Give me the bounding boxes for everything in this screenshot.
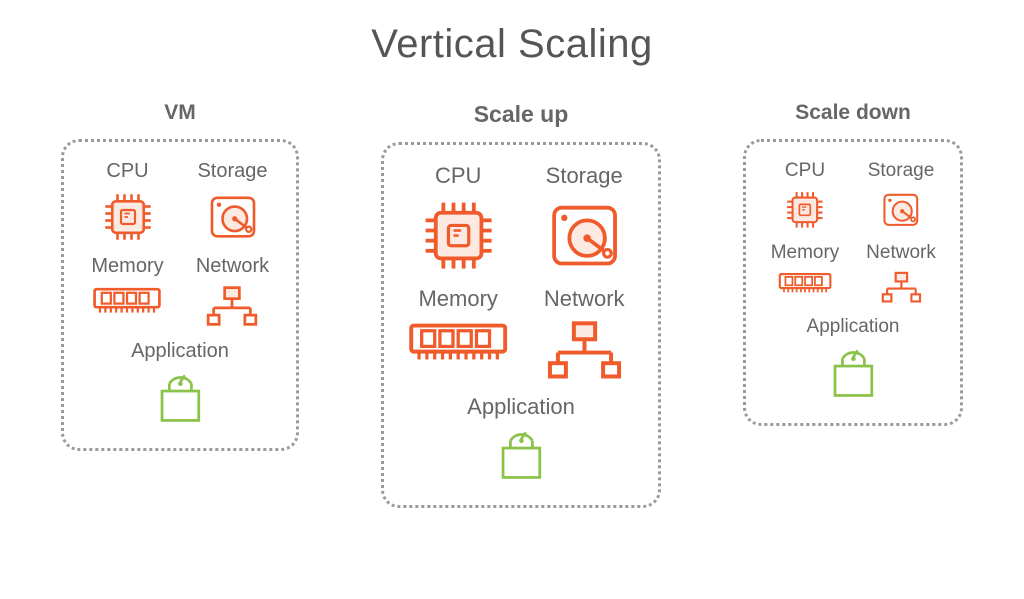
resource-label-network: Network [866,242,936,264]
panel-title-scale-down: Scale down [743,101,963,125]
panel-title-vm: VM [61,101,299,125]
resource-network: Network [541,286,628,382]
resource-label-memory: Memory [406,286,510,312]
application-icon [86,369,274,428]
panel-scale-up: Scale up CPU Storage [381,101,661,508]
resource-label-cpu: CPU [418,163,499,189]
cpu-icon [100,189,156,245]
cpu-icon [418,195,499,276]
application-label: Application [86,340,274,363]
resource-label-storage: Storage [197,160,267,183]
resource-label-storage: Storage [544,163,625,189]
resource-cpu: CPU [783,160,827,232]
resource-network: Network [866,242,936,304]
memory-icon [406,318,510,364]
resource-label-network: Network [196,255,269,278]
resource-grid: CPU Storage [406,163,636,382]
resource-memory: Memory [91,255,163,316]
panel-scale-down: Scale down CPU Storage [743,101,963,426]
application-label: Application [406,394,636,420]
network-icon [541,318,628,382]
panel-box-scale-down: CPU Storage [743,139,963,426]
resource-label-memory: Memory [91,255,163,278]
resource-label-cpu: CPU [100,160,156,183]
resource-label-network: Network [541,286,628,312]
resource-storage: Storage [197,160,267,245]
application-label: Application [768,316,938,338]
panels-container: VM CPU Storage [0,101,1024,508]
application-icon [768,344,938,403]
panel-box-scale-up: CPU Storage [381,142,661,508]
panel-title-scale-up: Scale up [381,101,661,128]
storage-icon [197,189,267,245]
page-title: Vertical Scaling [0,22,1024,67]
resource-memory: Memory [771,242,840,295]
storage-icon [868,188,935,232]
resource-grid: CPU Storage [86,160,274,328]
resource-label-memory: Memory [771,242,840,264]
application-icon [406,426,636,485]
memory-icon [771,270,840,295]
storage-icon [544,195,625,276]
resource-storage: Storage [868,160,935,232]
panel-vm: VM CPU Storage [61,101,299,451]
resource-cpu: CPU [100,160,156,245]
resource-label-storage: Storage [868,160,935,182]
panel-box-vm: CPU Storage [61,139,299,451]
network-icon [866,270,936,304]
resource-network: Network [196,255,269,328]
cpu-icon [783,188,827,232]
memory-icon [91,284,163,316]
resource-storage: Storage [544,163,625,276]
resource-cpu: CPU [418,163,499,276]
resource-memory: Memory [406,286,510,364]
network-icon [196,284,269,328]
resource-grid: CPU Storage [768,160,938,304]
resource-label-cpu: CPU [783,160,827,182]
